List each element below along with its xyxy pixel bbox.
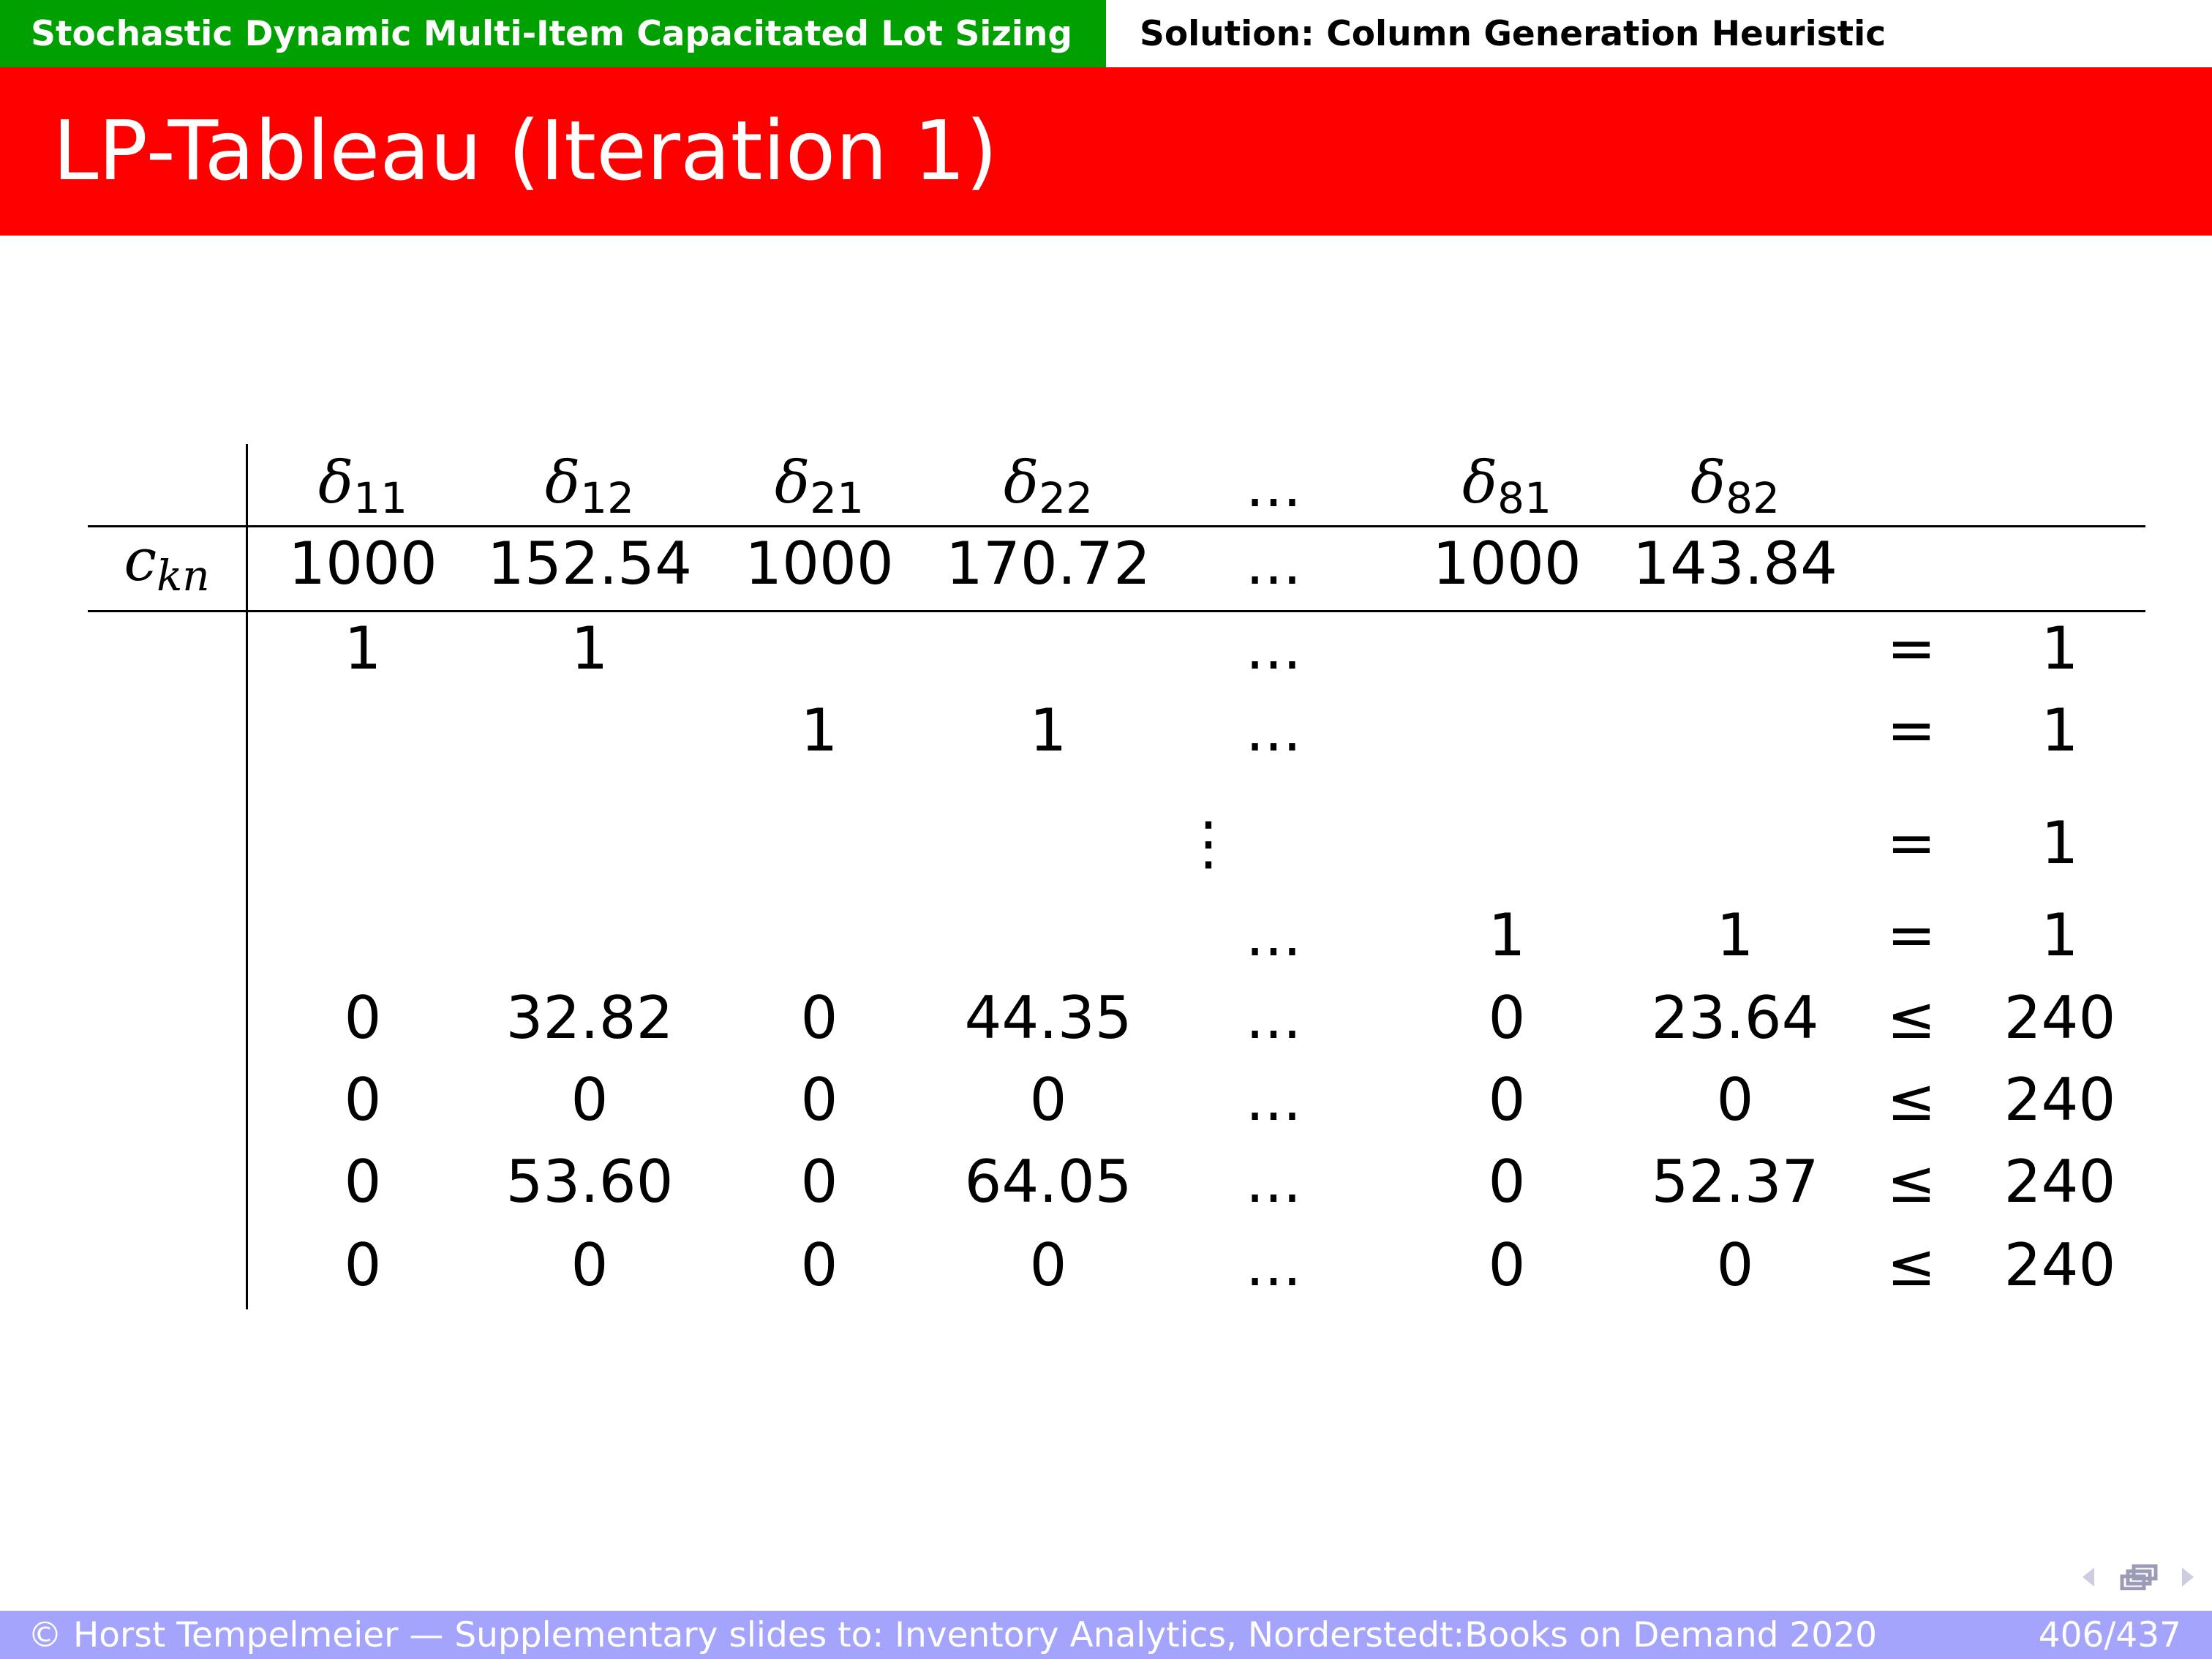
cost-cell: 1000 [745, 530, 894, 598]
constraint-cell: ... [1245, 1066, 1302, 1134]
cost-divider [88, 610, 2145, 612]
constraint-cell: ⋮ [1179, 809, 1238, 877]
column-header-ellipsis: ... [1245, 452, 1302, 520]
constraint-cell: 53.60 [505, 1148, 674, 1216]
constraint-rhs: 1 [2041, 901, 2079, 969]
constraint-cell: 0 [344, 984, 382, 1052]
constraint-rhs: 240 [2004, 984, 2116, 1052]
constraint-relation: ≤ [1886, 1148, 1936, 1216]
constraint-relation: = [1886, 614, 1936, 682]
constraint-cell: 0 [800, 984, 838, 1052]
header-divider [88, 525, 2145, 527]
cost-cell: ... [1245, 530, 1302, 598]
cost-cell: 152.54 [487, 530, 692, 598]
constraint-cell: 44.35 [964, 984, 1132, 1052]
constraint-cell: 64.05 [964, 1148, 1132, 1216]
constraint-cell: 1 [1716, 901, 1754, 969]
constraint-relation: ≤ [1886, 1066, 1936, 1134]
column-header: δ82 [1690, 448, 1780, 523]
column-header: δ12 [545, 448, 634, 523]
constraint-relation: = [1886, 696, 1936, 764]
constraint-cell: 0 [1488, 1231, 1526, 1299]
constraint-cell: 0 [1716, 1231, 1754, 1299]
constraint-cell: 0 [1716, 1066, 1754, 1134]
constraint-cell: ... [1245, 1148, 1302, 1216]
next-arrow-icon[interactable] [2182, 1568, 2194, 1587]
constraint-cell: 1 [800, 696, 838, 764]
constraint-cell: ... [1245, 696, 1302, 764]
constraint-cell: 0 [800, 1066, 838, 1134]
constraint-rhs: 240 [2004, 1066, 2116, 1134]
cost-cell: 170.72 [946, 530, 1151, 598]
constraint-rhs: 1 [2041, 696, 2079, 764]
constraint-cell: 0 [800, 1148, 838, 1216]
constraint-cell: 52.37 [1651, 1148, 1819, 1216]
constraint-cell: ... [1245, 901, 1302, 969]
constraint-cell: 0 [1488, 1148, 1526, 1216]
constraint-cell: ... [1245, 1231, 1302, 1299]
constraint-rhs: 240 [2004, 1231, 2116, 1299]
page-number: 406/437 [2038, 1614, 2181, 1655]
column-header: δ11 [318, 448, 407, 523]
constraint-cell: 0 [1488, 984, 1526, 1052]
constraint-cell: 1 [571, 614, 609, 682]
constraint-cell: 0 [344, 1066, 382, 1134]
beamer-navigation [2083, 1564, 2194, 1590]
section-title[interactable]: Stochastic Dynamic Multi-Item Capacitate… [0, 0, 1106, 67]
constraint-cell: ... [1245, 984, 1302, 1052]
constraint-relation: = [1886, 809, 1936, 877]
constraint-cell: 0 [1029, 1066, 1067, 1134]
column-header: δ21 [775, 448, 864, 523]
constraint-cell: 0 [1029, 1231, 1067, 1299]
column-header: δ22 [1004, 448, 1093, 523]
constraint-cell: 23.64 [1651, 984, 1819, 1052]
cost-cell: 143.84 [1633, 530, 1837, 598]
constraint-rhs: 1 [2041, 809, 2079, 877]
constraint-relation: = [1886, 901, 1936, 969]
frame-stack-icon[interactable] [2120, 1564, 2158, 1590]
constraint-cell: 1 [1029, 696, 1067, 764]
column-header: δ81 [1462, 448, 1551, 523]
constraint-cell: 0 [800, 1231, 838, 1299]
constraint-rhs: 240 [2004, 1148, 2116, 1216]
constraint-cell: 0 [571, 1231, 609, 1299]
constraint-cell: ... [1245, 614, 1302, 682]
slide-title: LP-Tableau (Iteration 1) [53, 104, 998, 199]
subsection-title[interactable]: Solution: Column Generation Heuristic [1106, 0, 2212, 67]
constraint-cell: 0 [1488, 1066, 1526, 1134]
constraint-rhs: 1 [2041, 614, 2079, 682]
constraint-cell: 32.82 [505, 984, 674, 1052]
slide-title-bar: LP-Tableau (Iteration 1) [0, 67, 2212, 236]
constraint-cell: 0 [571, 1066, 609, 1134]
constraint-cell: 0 [344, 1148, 382, 1216]
constraint-relation: ≤ [1886, 1231, 1936, 1299]
subsection-title-text: Solution: Column Generation Heuristic [1140, 13, 1886, 54]
section-title-text: Stochastic Dynamic Multi-Item Capacitate… [31, 13, 1072, 54]
constraint-cell: 1 [1488, 901, 1526, 969]
constraint-cell: 1 [344, 614, 382, 682]
footer-bar: © Horst Tempelmeier — Supplementary slid… [0, 1611, 2212, 1659]
cost-cell: 1000 [1432, 530, 1581, 598]
cost-row-label: ckn [124, 526, 210, 601]
cost-cell: 1000 [288, 530, 437, 598]
constraint-relation: ≤ [1886, 984, 1936, 1052]
row-label-divider [246, 444, 248, 1309]
prev-arrow-icon[interactable] [2083, 1568, 2094, 1587]
footer-credit: © Horst Tempelmeier — Supplementary slid… [28, 1614, 1878, 1655]
constraint-cell: 0 [344, 1231, 382, 1299]
